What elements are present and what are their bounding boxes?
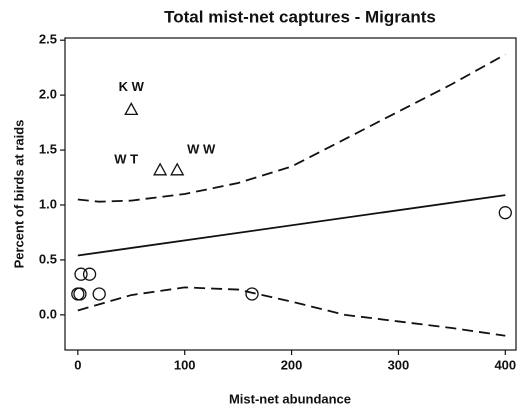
fit-line <box>77 194 506 257</box>
point <box>92 287 106 301</box>
point <box>170 162 185 176</box>
y-tick-label: 1.0 <box>39 196 57 211</box>
point <box>73 287 87 301</box>
x-tick-label: 0 <box>74 357 81 372</box>
y-tick-label: 1.5 <box>39 141 57 156</box>
confidence-band <box>77 53 506 203</box>
plot-frame <box>64 37 517 351</box>
y-axis-label: Percent of birds at raids <box>11 120 26 269</box>
x-tick-label: 200 <box>281 357 303 372</box>
point <box>74 267 88 281</box>
chart-title: Total mist-net captures - Migrants <box>164 7 436 26</box>
point <box>124 102 139 116</box>
y-tick-label: 2.0 <box>39 87 57 102</box>
x-tick-label: 400 <box>494 357 516 372</box>
point <box>245 287 259 301</box>
point-label: W W <box>187 141 216 156</box>
point-label: W T <box>114 151 138 166</box>
y-tick-label: 0.5 <box>39 251 57 266</box>
x-axis-label: Mist-net abundance <box>229 391 351 406</box>
confidence-band <box>77 286 506 337</box>
point-label: K W <box>119 79 145 94</box>
x-tick-label: 300 <box>388 357 410 372</box>
y-tick-label: 2.5 <box>39 32 57 47</box>
x-tick-label: 100 <box>174 357 196 372</box>
y-tick-label: 0.0 <box>39 306 57 321</box>
point <box>82 267 97 281</box>
point <box>153 162 168 176</box>
point <box>498 206 512 220</box>
